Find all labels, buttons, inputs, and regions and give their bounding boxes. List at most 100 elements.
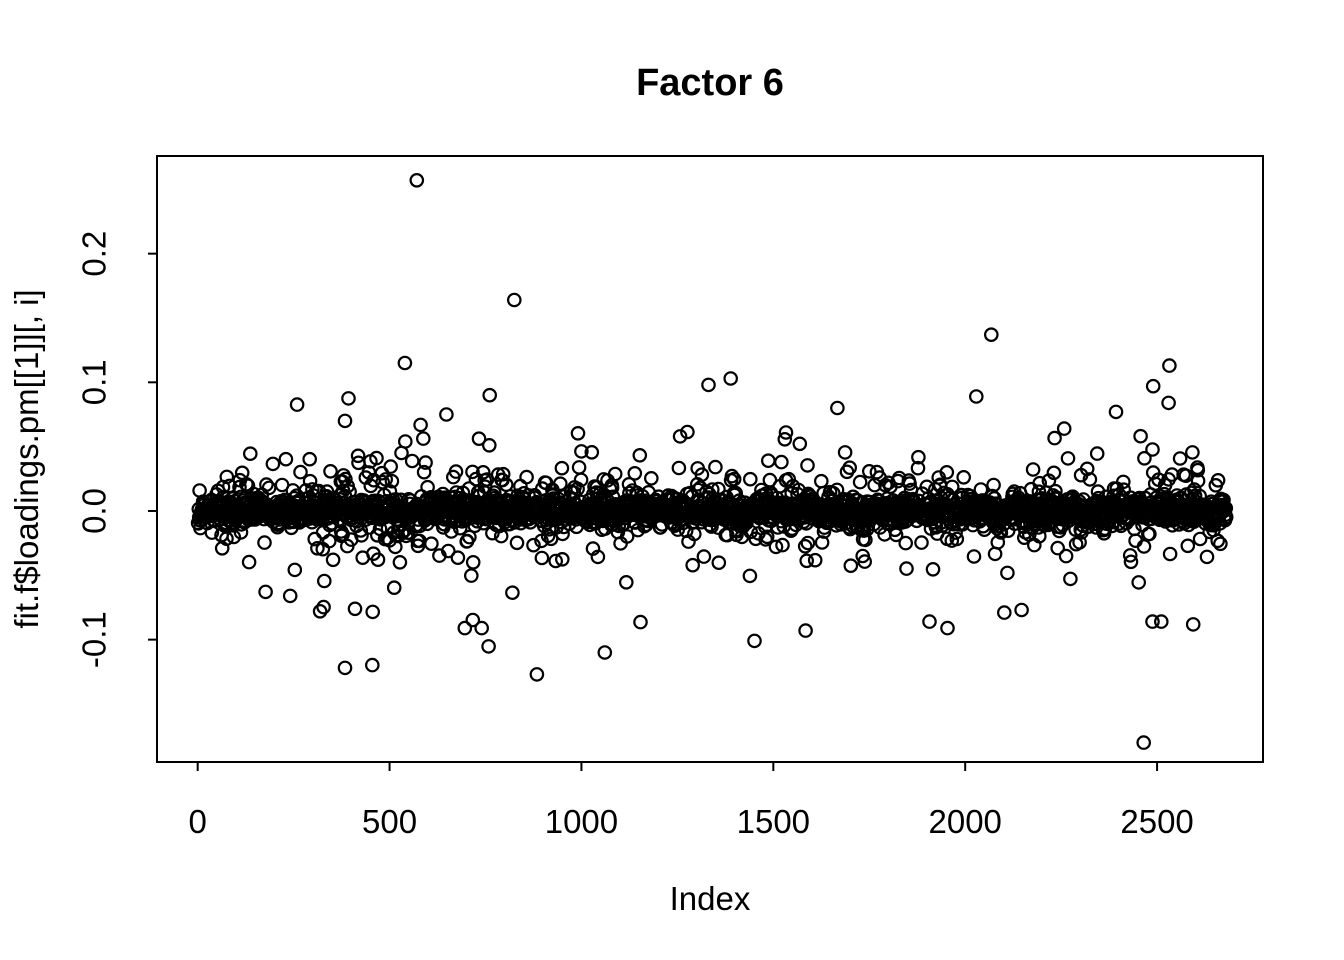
data-point — [778, 425, 794, 440]
data-point — [571, 460, 587, 475]
chart-title: Factor 6 — [636, 62, 784, 104]
data-point — [597, 645, 613, 660]
data-point — [1058, 548, 1074, 564]
data-point — [386, 580, 402, 595]
data-point — [1089, 446, 1105, 461]
data-point — [1185, 617, 1201, 632]
data-point — [481, 639, 496, 654]
data-point — [837, 445, 853, 460]
data-point — [552, 476, 568, 491]
data-point — [1014, 602, 1029, 618]
data-point — [289, 397, 305, 412]
tick-labels: 0 500 1000 1500 2000 2500 -0.1 0.0 0.1 0.2 — [76, 231, 1194, 840]
data-point — [465, 612, 481, 628]
data-point — [310, 540, 325, 556]
data-point — [443, 524, 459, 539]
data-point — [742, 568, 758, 584]
data-point — [619, 529, 635, 544]
data-point — [911, 449, 926, 465]
data-point — [632, 447, 648, 463]
plot-border — [156, 155, 1264, 763]
y-tick-label: 0.0 — [76, 488, 113, 534]
y-tick-label: 0.2 — [76, 231, 113, 277]
data-point — [861, 463, 877, 479]
data-point — [983, 327, 999, 342]
data-point — [261, 480, 277, 496]
data-point — [1210, 472, 1226, 488]
data-point — [397, 355, 413, 371]
data-point — [618, 574, 634, 590]
data-point — [1136, 735, 1151, 750]
data-point — [415, 431, 431, 446]
data-point — [338, 471, 353, 487]
data-point — [519, 469, 534, 485]
data-point — [1190, 462, 1206, 478]
data-point — [474, 620, 489, 636]
data-point — [555, 526, 570, 542]
data-point — [397, 434, 413, 449]
data-point — [686, 526, 702, 542]
data-point — [685, 557, 700, 573]
data-point — [364, 657, 380, 673]
data-point — [711, 555, 727, 570]
data-point — [526, 537, 541, 553]
data-point — [1162, 358, 1177, 373]
data-point — [627, 465, 643, 481]
data-point — [1137, 450, 1152, 466]
data-point — [1136, 539, 1152, 554]
data-point — [362, 520, 377, 535]
data-point — [1180, 538, 1196, 554]
data-point — [1056, 421, 1072, 436]
data-point — [858, 532, 873, 548]
data-point — [439, 407, 454, 422]
y-tick-label: 0.1 — [76, 359, 113, 405]
data-point — [534, 550, 550, 566]
data-point — [899, 561, 914, 576]
data-point — [282, 588, 298, 604]
data-point — [968, 389, 984, 404]
data-point — [797, 538, 813, 554]
data-point — [996, 605, 1012, 620]
data-point — [807, 552, 823, 568]
data-point — [1145, 442, 1160, 457]
data-point — [902, 476, 917, 491]
data-point — [1108, 404, 1124, 420]
data-point — [232, 479, 247, 495]
data-point — [370, 552, 386, 567]
data-point — [704, 482, 720, 497]
data-point — [590, 549, 606, 565]
data-point — [814, 535, 830, 550]
data-point — [604, 480, 620, 495]
data-point — [1192, 531, 1208, 547]
data-point — [481, 437, 497, 453]
data-point — [321, 533, 337, 549]
data-point — [312, 603, 328, 619]
data-point — [440, 543, 456, 559]
data-point — [742, 471, 758, 487]
data-point — [966, 549, 982, 564]
data-point — [723, 371, 738, 386]
data-point — [409, 173, 425, 188]
data-point — [1050, 540, 1065, 556]
data-point — [554, 551, 570, 567]
data-point — [241, 554, 257, 570]
data-point — [471, 431, 487, 446]
data-point — [337, 413, 353, 429]
data-point — [584, 444, 600, 460]
data-point — [925, 561, 941, 577]
data-point — [404, 453, 420, 469]
data-point — [1123, 554, 1139, 570]
data-point — [450, 550, 466, 565]
data-point — [226, 529, 242, 545]
y-tick-label: -0.1 — [76, 611, 113, 668]
data-point — [1145, 378, 1161, 394]
data-point — [258, 584, 273, 600]
data-point — [985, 488, 1000, 504]
data-point — [548, 553, 563, 569]
data-point — [574, 444, 589, 459]
data-point — [462, 529, 477, 545]
data-point — [798, 623, 813, 638]
data-point — [239, 476, 254, 492]
data-point — [1063, 571, 1078, 587]
data-point — [219, 531, 234, 546]
